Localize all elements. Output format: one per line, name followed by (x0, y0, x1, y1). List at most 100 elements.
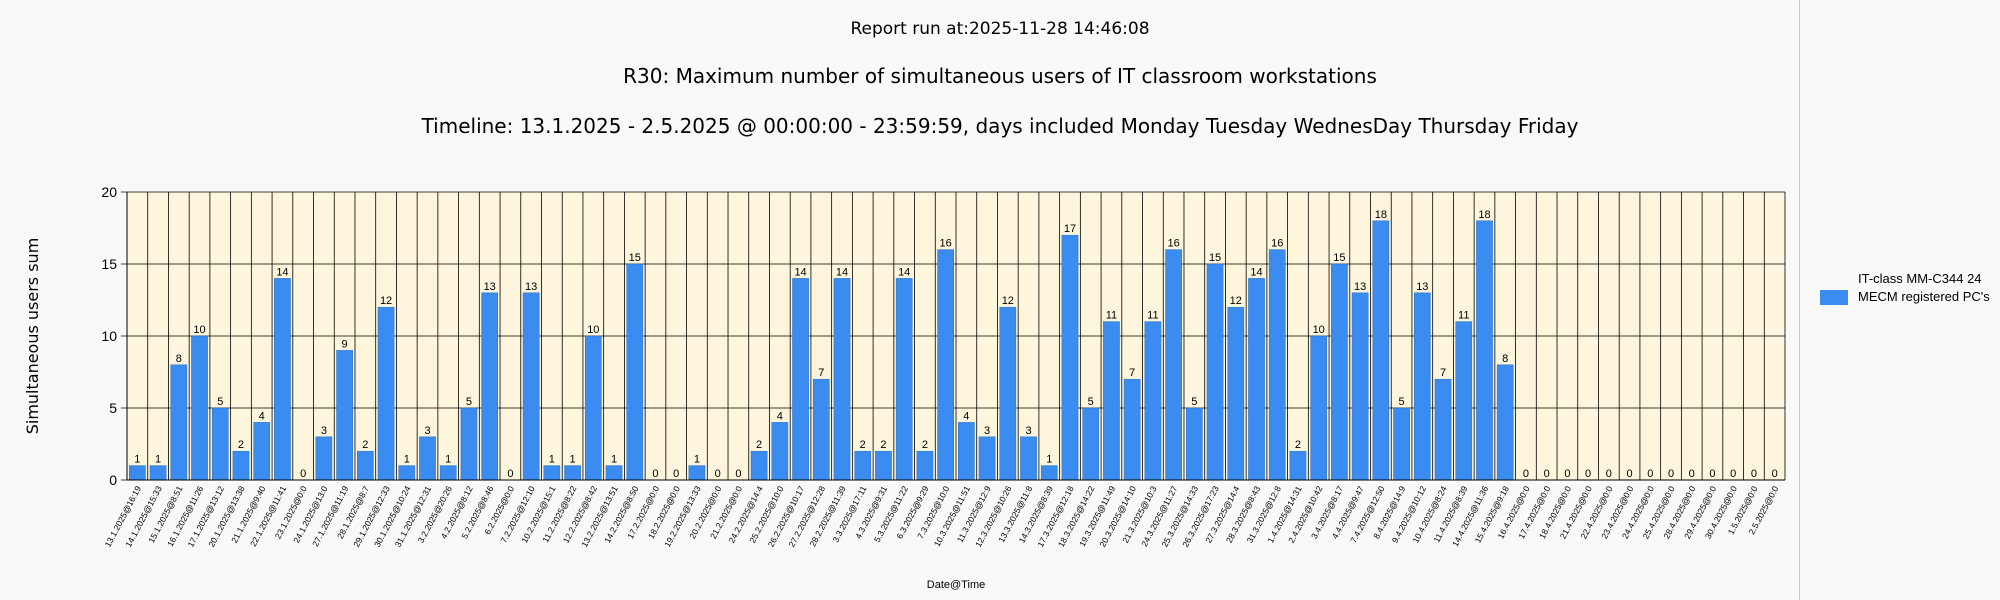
data-label: 12 (1002, 295, 1014, 307)
data-label: 5 (1191, 396, 1197, 408)
bar (1413, 292, 1431, 481)
data-label: 0 (1544, 468, 1550, 480)
data-label: 10 (1313, 324, 1325, 336)
y-tick-label: 15 (101, 256, 117, 272)
bar (1020, 436, 1037, 481)
bar (1455, 321, 1473, 481)
y-tick-label: 10 (101, 328, 117, 344)
bar (1496, 364, 1514, 481)
data-label: 1 (1046, 454, 1052, 466)
bar (1476, 220, 1493, 481)
bar (937, 249, 954, 481)
data-label: 3 (1025, 425, 1031, 437)
data-label: 16 (1167, 238, 1179, 250)
x-axis-title: Date@Time (927, 579, 985, 591)
data-label: 0 (1772, 468, 1778, 480)
y-tick-label: 20 (101, 184, 117, 200)
legend-label: IT-class MM-C344 24 MECM registered PC's (1858, 271, 1990, 304)
data-label: 0 (1709, 468, 1715, 480)
bar (336, 350, 353, 481)
bar (315, 436, 333, 481)
data-label: 12 (380, 295, 392, 307)
bar (792, 278, 809, 481)
bar (1289, 450, 1307, 481)
bar (895, 278, 913, 481)
report-run-timestamp: Report run at:2025-11-28 14:46:08 (850, 19, 1150, 39)
data-label: 2 (362, 439, 368, 451)
bar (232, 450, 250, 481)
bar (958, 422, 975, 481)
data-label: 0 (300, 468, 306, 480)
bar (419, 436, 436, 481)
bar (522, 292, 540, 481)
bar (1061, 234, 1079, 481)
data-label: 3 (321, 425, 327, 437)
bar (854, 450, 872, 481)
data-label: 0 (1627, 468, 1633, 480)
bar (1040, 465, 1058, 481)
legend-swatch (1820, 290, 1848, 305)
data-label: 12 (1230, 295, 1242, 307)
bar (1331, 263, 1348, 481)
bar (1434, 378, 1452, 481)
bar (1227, 306, 1245, 481)
bar (439, 465, 457, 481)
bar (584, 335, 602, 481)
data-label: 3 (424, 425, 430, 437)
data-label: 0 (1730, 468, 1736, 480)
bar (812, 378, 830, 481)
data-label: 8 (176, 353, 182, 365)
data-label: 17 (1064, 223, 1076, 235)
data-label: 9 (342, 338, 348, 350)
data-label: 11 (1106, 310, 1117, 322)
data-label: 1 (694, 454, 700, 466)
bar (875, 450, 892, 481)
data-label: 5 (1088, 396, 1094, 408)
data-label: 2 (922, 439, 928, 451)
bar (357, 450, 374, 481)
bar (1186, 407, 1203, 481)
bar (1165, 249, 1182, 481)
data-label: 3 (984, 425, 990, 437)
data-label: 14 (836, 266, 848, 278)
data-label: 2 (880, 439, 886, 451)
bar (626, 263, 644, 481)
data-label: 2 (756, 439, 762, 451)
y-axis-title: Simultaneous users sum (23, 238, 42, 435)
data-label: 5 (466, 396, 472, 408)
bar (978, 436, 996, 481)
data-label: 4 (777, 410, 783, 422)
data-label: 14 (276, 266, 288, 278)
data-label: 0 (1668, 468, 1674, 480)
bar (999, 306, 1017, 481)
data-label: 7 (1129, 367, 1135, 379)
bar (481, 292, 499, 481)
data-label: 14 (898, 266, 910, 278)
data-label: 11 (1147, 310, 1158, 322)
data-label: 14 (794, 266, 806, 278)
bar (129, 465, 146, 481)
bar (1248, 278, 1265, 481)
data-label: 0 (1689, 468, 1695, 480)
data-label: 4 (963, 410, 969, 422)
data-label: 10 (193, 324, 205, 336)
data-label: 1 (404, 454, 410, 466)
bar (1123, 378, 1141, 481)
bar (211, 407, 229, 481)
data-label: 1 (155, 454, 161, 466)
bar (1372, 220, 1390, 481)
bar (398, 465, 416, 481)
data-label: 8 (1502, 353, 1508, 365)
data-label: 0 (652, 468, 658, 480)
data-label: 11 (1458, 310, 1469, 322)
bar (1144, 321, 1162, 481)
bar (377, 306, 395, 481)
bar (688, 465, 706, 481)
data-label: 1 (445, 454, 451, 466)
data-label: 14 (1250, 266, 1262, 278)
bar (1268, 249, 1286, 481)
bar (1393, 407, 1410, 481)
data-label: 1 (611, 454, 617, 466)
bar (274, 278, 291, 481)
data-label: 0 (673, 468, 679, 480)
